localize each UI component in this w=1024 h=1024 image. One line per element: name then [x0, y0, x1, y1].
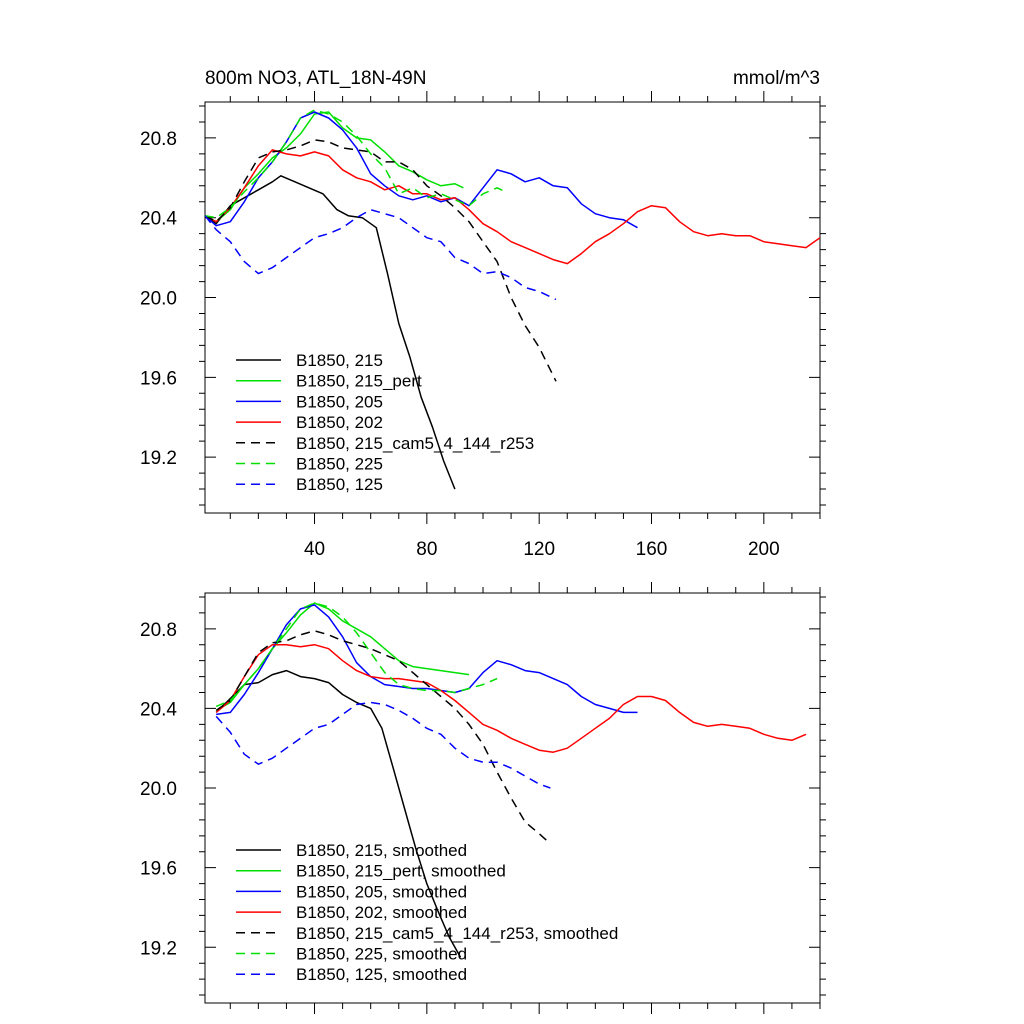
x-minor-ticks	[229, 96, 821, 519]
series-line	[205, 111, 638, 229]
bottom-panel: 19.2 19.6 20.0 20.4 20.8 B1850, 215, smoothed…	[140, 582, 826, 1014]
series-lines	[205, 109, 820, 490]
x-tick-label: 120	[523, 539, 555, 560]
y-tick-label: 20.8	[140, 129, 177, 150]
series-line	[215, 701, 551, 789]
legend-label: B1850, 202	[296, 413, 383, 432]
series-line	[215, 630, 551, 845]
chart-title: 800m NO3, ATL_18N-49N	[205, 68, 426, 89]
y-tick-label: 19.6	[140, 368, 177, 389]
x-tick-label: 160	[636, 539, 668, 560]
legend-label: B1850, 225, smoothed	[296, 945, 467, 964]
series-line	[205, 149, 820, 265]
legend: B1850, 215, smoothed B1850, 215_pert, smo…	[236, 841, 618, 984]
x-major-ticks	[314, 91, 765, 524]
legend-label: B1850, 125, smoothed	[296, 965, 467, 984]
y-minor-ticks	[199, 105, 826, 506]
legend-label: B1850, 205	[296, 392, 383, 411]
legend-label: B1850, 202, smoothed	[296, 903, 467, 922]
x-tick-label: 200	[748, 539, 780, 560]
series-line	[205, 139, 557, 382]
legend-label: B1850, 205, smoothed	[296, 882, 467, 901]
y-tick-label: 19.2	[140, 448, 177, 469]
y-tick-label: 19.6	[140, 859, 177, 880]
top-panel: 19.2 19.6 20.0 20.4 20.8 40 80 120 160 200 800m NO…	[140, 68, 826, 560]
series-lines	[215, 602, 807, 958]
legend-label: B1850, 215_pert	[296, 372, 422, 391]
x-tick-label: 80	[416, 539, 437, 560]
series-line	[216, 604, 638, 716]
legend-label: B1850, 215_cam5_4_144_r253	[296, 434, 534, 453]
legend-label: B1850, 225	[296, 455, 383, 474]
plot-frame	[204, 592, 821, 1004]
legend-label: B1850, 215_pert, smoothed	[296, 862, 506, 881]
legend-label: B1850, 215	[296, 351, 383, 370]
legend-label: B1850, 215_cam5_4_144_r253, smoothed	[296, 924, 618, 943]
series-line	[205, 109, 506, 219]
y-tick-label: 20.0	[140, 289, 177, 310]
y-tick-label: 19.2	[140, 938, 177, 959]
series-line	[205, 111, 464, 223]
legend-label: B1850, 125	[296, 475, 383, 494]
units-label: mmol/m^3	[733, 68, 820, 89]
y-major-ticks	[205, 137, 820, 458]
x-minor-ticks	[229, 587, 821, 1009]
y-major-ticks	[205, 628, 820, 948]
y-tick-label: 20.0	[140, 779, 177, 800]
series-line	[205, 208, 557, 301]
y-minor-ticks	[199, 596, 826, 996]
series-line	[215, 643, 807, 753]
series-line	[215, 602, 470, 712]
y-tick-label: 20.4	[140, 699, 177, 720]
plot-frame	[204, 101, 821, 514]
y-tick-label: 20.8	[140, 620, 177, 641]
x-major-ticks	[314, 582, 765, 1014]
y-tick-label: 20.4	[140, 209, 177, 230]
legend-label: B1850, 215, smoothed	[296, 841, 467, 860]
series-line	[215, 602, 498, 708]
series-line	[215, 669, 462, 958]
x-tick-label: 40	[304, 539, 325, 560]
